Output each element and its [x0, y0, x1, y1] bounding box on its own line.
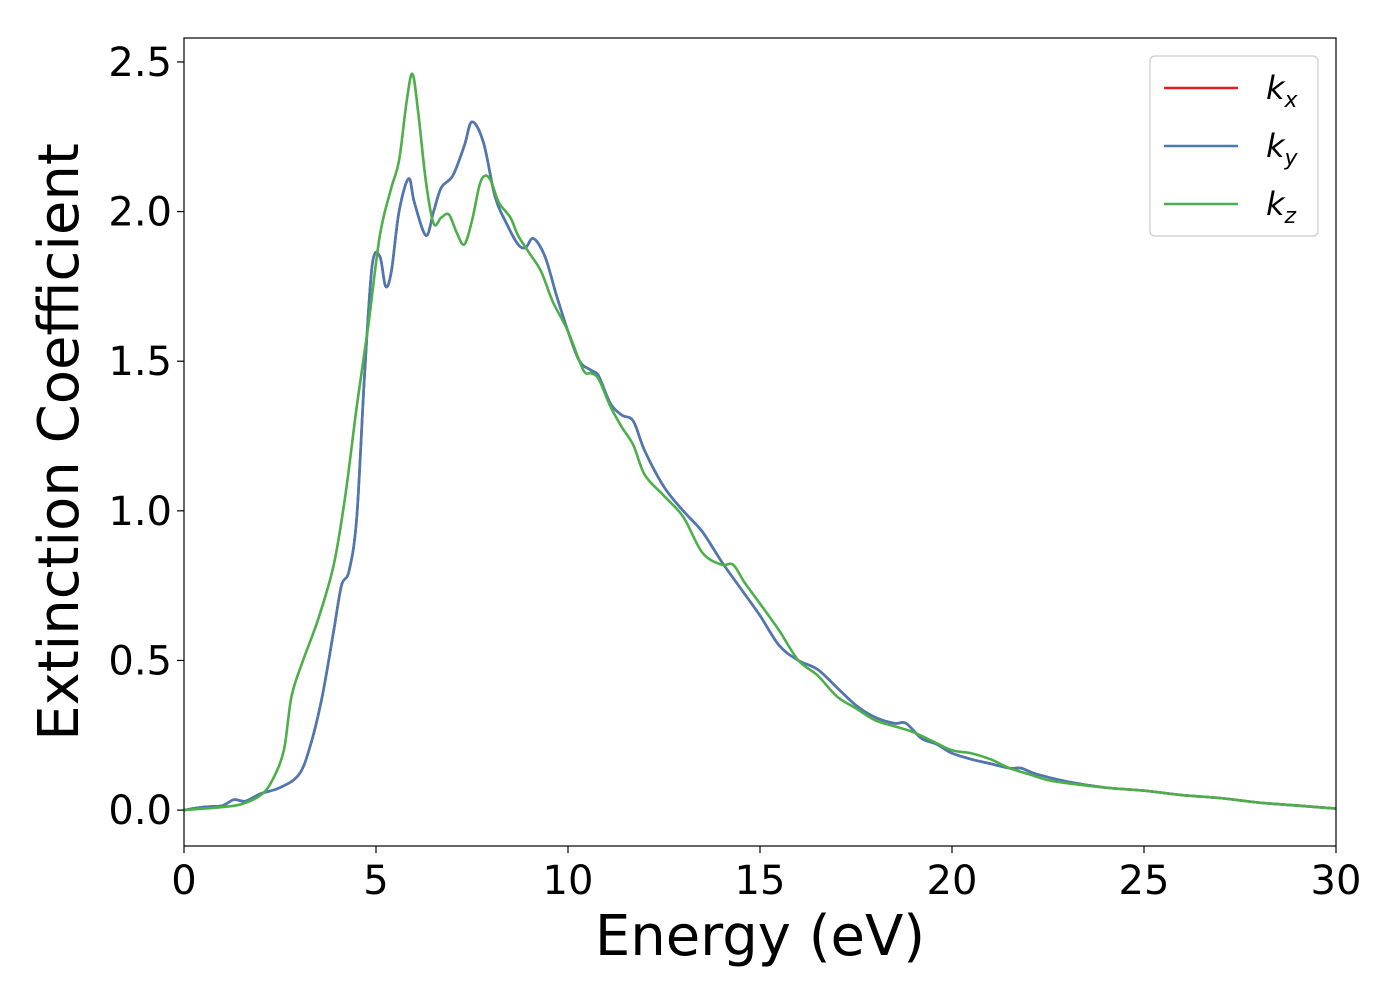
x-tick-label: 25: [1119, 858, 1170, 904]
y-tick-label: 1.0: [108, 489, 172, 535]
x-axis-title: Energy (eV): [595, 904, 925, 969]
legend-label-z: kz: [1266, 185, 1297, 229]
y-tick-label: 2.0: [108, 190, 172, 236]
x-tick-label: 0: [171, 858, 196, 904]
y-axis-title: Extinction Coefficient: [27, 143, 92, 741]
y-tick-label: 2.5: [108, 40, 172, 86]
x-tick-label: 5: [363, 858, 388, 904]
legend-label-y: ky: [1266, 127, 1299, 171]
x-tick-label: 20: [927, 858, 978, 904]
x-tick-label: 15: [735, 858, 786, 904]
series-layer: [184, 72, 1336, 812]
y-tick-label: 0.0: [108, 788, 172, 834]
y-axis: 0.0 0.5 1.0 1.5 2.0 2.5: [108, 40, 184, 834]
series-line-z: [184, 72, 1336, 812]
x-tick-label: 10: [543, 858, 594, 904]
legend-label-x: kx: [1266, 69, 1299, 113]
y-tick-label: 1.5: [108, 339, 172, 385]
legend: kx ky kz: [1149, 55, 1319, 237]
x-axis: 0 5 10 15 20 25 30: [171, 846, 1361, 904]
x-tick-label: 30: [1311, 858, 1362, 904]
y-tick-label: 0.5: [108, 638, 172, 684]
